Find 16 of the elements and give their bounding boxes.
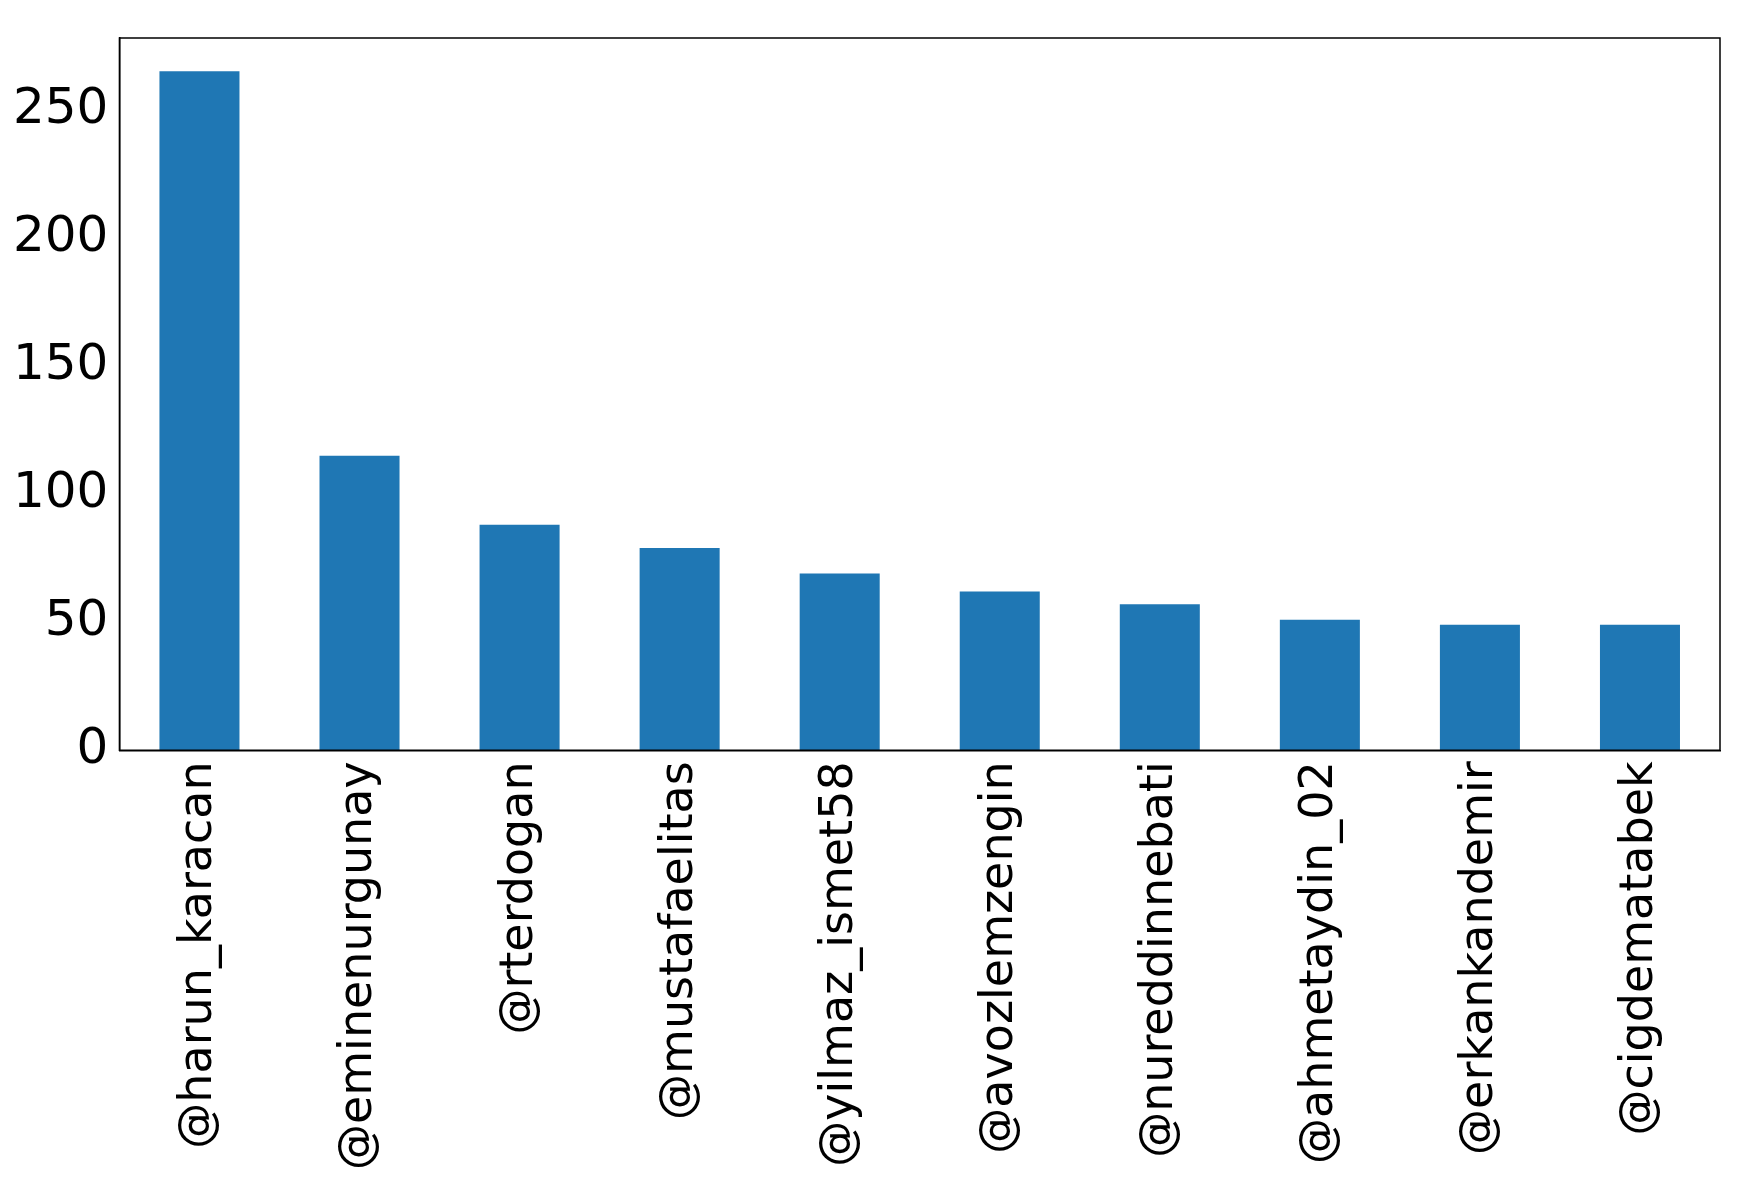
y-tick-label: 50 [44,589,109,648]
x-tick-label: @harun_karacan [168,761,223,1149]
x-tick-label: @cigdematabek [1608,760,1663,1136]
y-tick-label: 150 [13,332,109,391]
x-tick-label: @eminenurgunay [328,761,383,1171]
y-tick-label: 200 [13,204,109,263]
x-tick-label: @avozlemzengin [968,761,1023,1154]
y-tick-label: 100 [13,461,109,520]
x-tick-label: @erkankandemir [1448,761,1503,1155]
x-tick-label: @rterdogan [488,761,543,1035]
y-tick-label: 0 [76,717,109,776]
y-tick-label: 250 [13,76,109,135]
x-tick-label: @yilmaz_ismet58 [808,761,863,1167]
x-tick-label: @mustafaelitas [648,761,703,1120]
x-tick-label: @ahmetaydin_02 [1288,761,1343,1164]
x-tick-label: @nureddinnebati [1128,761,1183,1158]
